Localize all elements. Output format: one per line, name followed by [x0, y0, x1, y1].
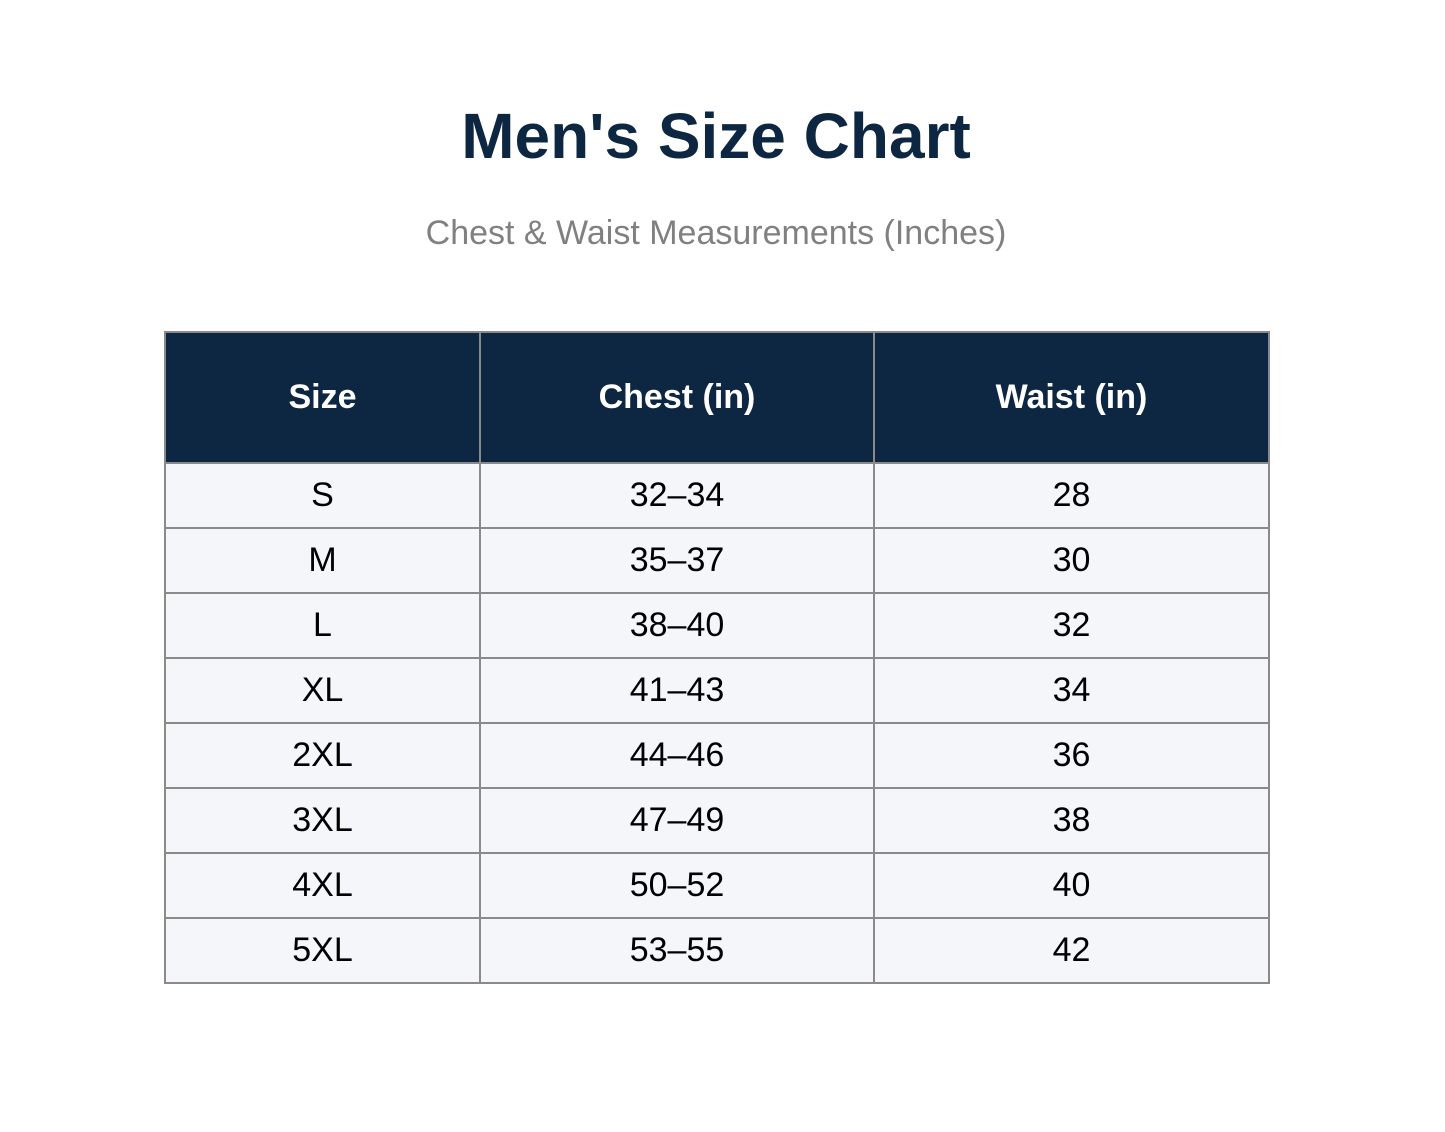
- table-row: XL 41–43 34: [164, 657, 1270, 724]
- page-subtitle: Chest & Waist Measurements (Inches): [425, 214, 1007, 252]
- waist-cell: 32: [873, 592, 1270, 659]
- table-row: L 38–40 32: [164, 592, 1270, 659]
- waist-cell: 28: [873, 462, 1270, 529]
- chest-cell: 35–37: [479, 527, 875, 594]
- chest-cell: 32–34: [479, 462, 875, 529]
- table-body: S 32–34 28 M 35–37 30 L 38–40 32 XL 41–4…: [164, 462, 1270, 984]
- size-cell: L: [164, 592, 481, 659]
- size-cell: S: [164, 462, 481, 529]
- size-cell: 3XL: [164, 787, 481, 854]
- waist-cell: 30: [873, 527, 1270, 594]
- size-chart-table: Size Chest (in) Waist (in) S 32–34 28 M …: [164, 331, 1270, 984]
- chest-cell: 53–55: [479, 917, 875, 984]
- chest-cell: 44–46: [479, 722, 875, 789]
- chest-cell: 38–40: [479, 592, 875, 659]
- table-row: 4XL 50–52 40: [164, 852, 1270, 919]
- column-header-chest: Chest (in): [479, 331, 875, 464]
- waist-cell: 42: [873, 917, 1270, 984]
- waist-cell: 36: [873, 722, 1270, 789]
- size-cell: M: [164, 527, 481, 594]
- page-title: Men's Size Chart: [461, 100, 971, 172]
- column-header-waist: Waist (in): [873, 331, 1270, 464]
- column-header-size: Size: [164, 331, 481, 464]
- table-row: 5XL 53–55 42: [164, 917, 1270, 984]
- table-header-row: Size Chest (in) Waist (in): [164, 331, 1270, 464]
- table-row: S 32–34 28: [164, 462, 1270, 529]
- chest-cell: 41–43: [479, 657, 875, 724]
- size-cell: 2XL: [164, 722, 481, 789]
- table-row: 2XL 44–46 36: [164, 722, 1270, 789]
- waist-cell: 34: [873, 657, 1270, 724]
- table-row: M 35–37 30: [164, 527, 1270, 594]
- table-row: 3XL 47–49 38: [164, 787, 1270, 854]
- waist-cell: 40: [873, 852, 1270, 919]
- chest-cell: 50–52: [479, 852, 875, 919]
- size-cell: 5XL: [164, 917, 481, 984]
- size-cell: XL: [164, 657, 481, 724]
- size-cell: 4XL: [164, 852, 481, 919]
- waist-cell: 38: [873, 787, 1270, 854]
- table-header: Size Chest (in) Waist (in): [164, 331, 1270, 464]
- chest-cell: 47–49: [479, 787, 875, 854]
